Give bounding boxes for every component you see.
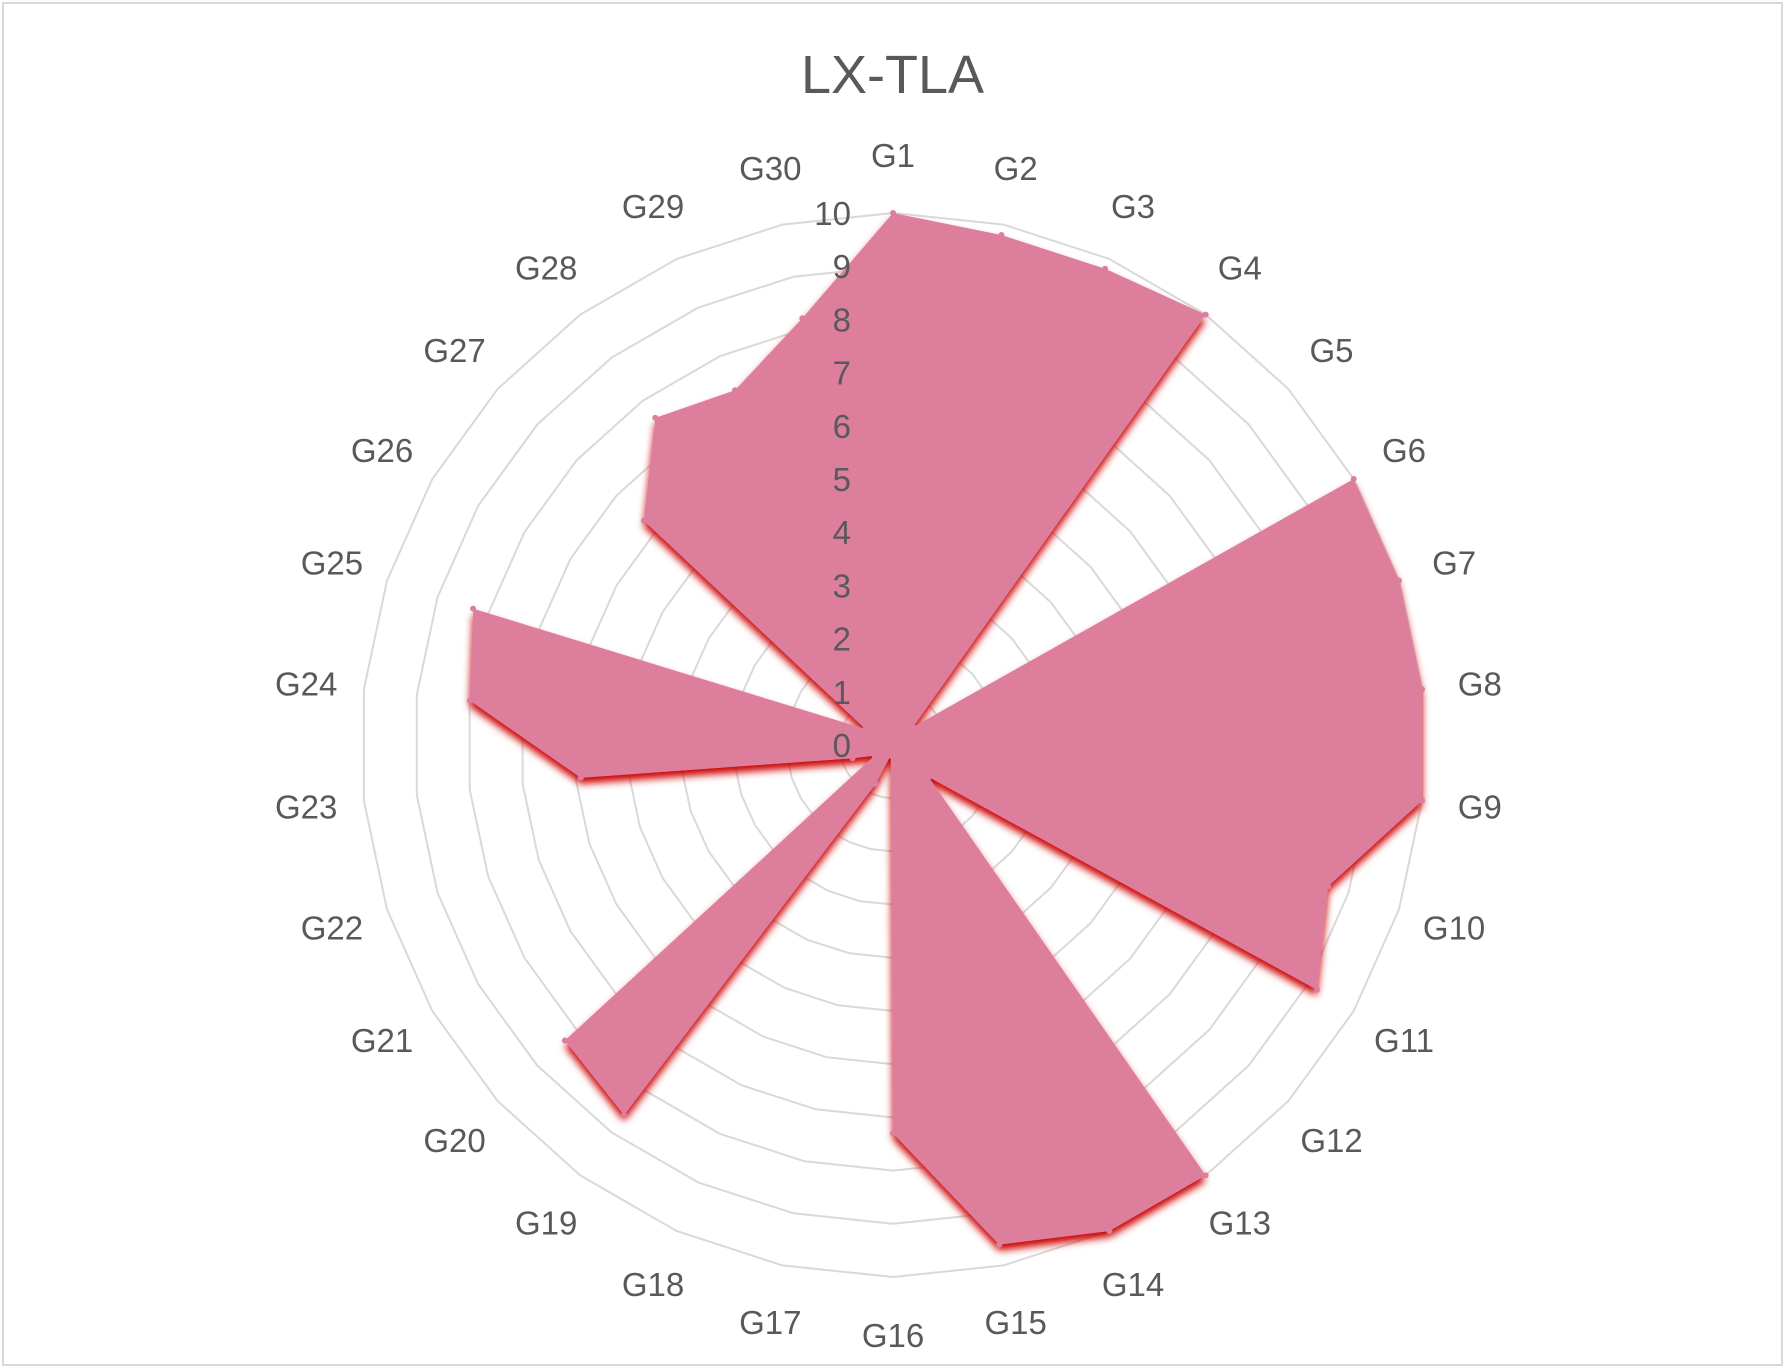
tick-label: 5 [833,461,851,498]
data-point-g21 [871,752,878,759]
category-label-g15: G15 [985,1304,1047,1341]
category-label-g17: G17 [739,1304,801,1341]
chart-title: LX-TLA [800,45,985,105]
tick-label: 6 [833,408,851,445]
category-label-g5: G5 [1309,332,1353,369]
tick-label: 4 [833,514,851,551]
category-label-g8: G8 [1458,665,1502,702]
category-label-g21: G21 [351,1022,413,1059]
data-point-g4 [1202,311,1209,318]
category-label-g27: G27 [423,332,485,369]
data-point-g28 [652,414,659,421]
data-point-g11 [1313,986,1320,993]
category-label-g23: G23 [275,789,337,826]
data-point-g27 [640,517,647,524]
data-point-g5 [909,724,916,731]
data-point-g10 [1325,883,1332,890]
category-label-g16: G16 [862,1317,924,1354]
data-point-g25 [470,605,477,612]
category-label-g29: G29 [622,188,684,225]
category-label-g6: G6 [1382,432,1426,469]
tick-label: 2 [833,621,851,658]
data-point-g9 [1419,797,1426,804]
category-label-g25: G25 [301,545,363,582]
category-label-g2: G2 [994,150,1038,187]
tick-label: 10 [814,195,851,232]
category-label-g26: G26 [351,432,413,469]
data-point-g7 [1396,577,1402,584]
data-point-g14 [1106,1228,1113,1234]
data-point-g3 [1102,265,1109,272]
data-point-g23 [577,774,584,781]
data-point-g29 [732,387,738,394]
series-layer [466,210,1426,1248]
data-point-g20 [561,1037,568,1044]
tick-label: 8 [833,301,851,338]
category-label-g1: G1 [871,137,915,174]
category-label-g4: G4 [1218,250,1262,287]
data-point-g17 [887,752,894,759]
data-point-g30 [799,315,806,322]
category-label-g13: G13 [1209,1204,1271,1241]
data-point-g2 [998,232,1005,238]
tick-labels: 0 1 2 3 4 5 6 7 8 9 10 [814,195,851,764]
category-label-g11: G11 [1374,1022,1434,1059]
category-label-g3: G3 [1111,188,1155,225]
data-point-g6 [1350,476,1357,482]
category-label-g28: G28 [515,250,577,287]
data-point-g1 [890,210,896,216]
category-label-g7: G7 [1432,545,1476,582]
data-point-g18 [872,780,879,787]
series-area-1 [469,213,1423,1245]
data-point-g16 [890,1130,896,1137]
tick-label: 0 [833,727,851,764]
category-label-g9: G9 [1458,789,1502,826]
data-point-g13 [1202,1172,1209,1179]
category-label-g20: G20 [423,1122,485,1159]
data-point-g22 [849,755,856,762]
category-label-g19: G19 [515,1204,577,1241]
data-point-g24 [466,697,473,704]
category-label-g22: G22 [301,909,363,946]
category-label-g14: G14 [1102,1266,1164,1303]
category-label-g18: G18 [622,1266,684,1303]
category-labels: G1 G2 G3 G4 G5 G6 G7 G8 G9 G10 G11 G12 G13 G14 G15 G16 G… [275,137,1502,1354]
data-point-g12 [925,774,932,780]
data-point-g19 [621,1112,628,1119]
category-label-g24: G24 [275,665,337,702]
tick-label: 9 [833,248,851,285]
category-label-g10: G10 [1423,909,1485,946]
data-point-g26 [862,726,869,732]
category-label-g12: G12 [1300,1122,1362,1159]
tick-label: 3 [833,567,851,604]
data-point-g15 [996,1241,1003,1248]
tick-label: 1 [833,674,851,711]
tick-label: 7 [833,355,851,392]
data-point-g8 [1419,686,1426,693]
category-label-g30: G30 [739,150,801,187]
